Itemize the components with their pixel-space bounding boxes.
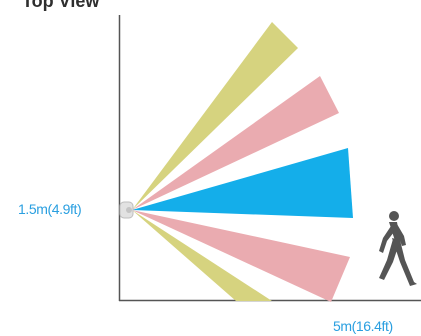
sensor-icon [119,201,134,219]
zone-yellow-upper [132,22,298,210]
diagram-title: Top View [22,0,100,11]
zone-pink-upper [132,76,339,210]
detection-range-label: 5m(16.4ft) [333,318,393,334]
zone-pink-lower [132,210,350,302]
zone-yellow-lower [132,210,272,301]
walking-person-icon [379,211,417,286]
zone-blue-center [132,148,353,218]
mounting-height-label: 1.5m(4.9ft) [18,201,82,217]
